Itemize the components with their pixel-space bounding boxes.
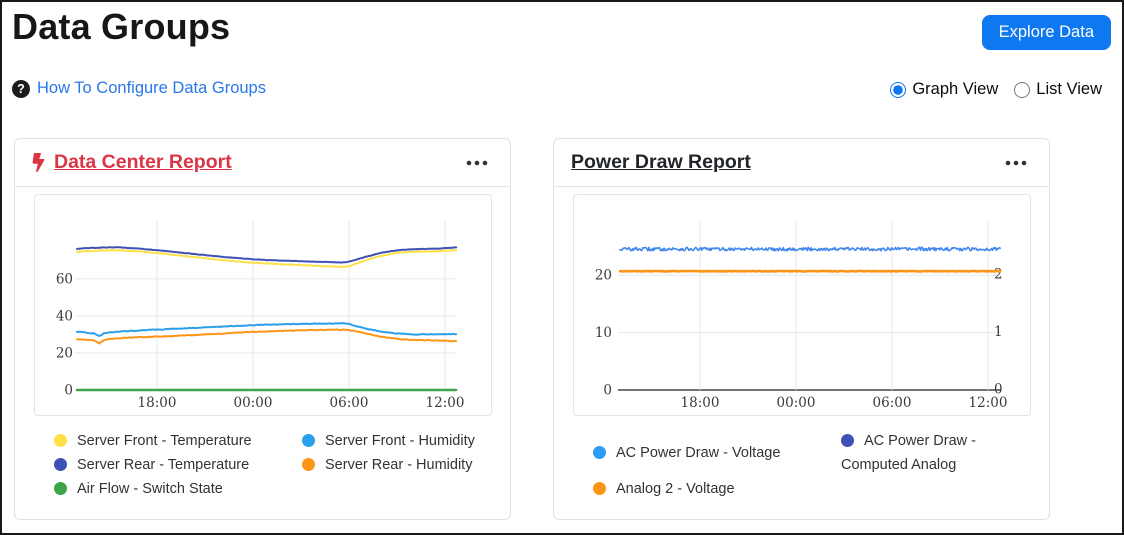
card-header: Power Draw Report [554,139,1049,187]
chart-legend: Server Front - Temperature Server Front -… [54,429,492,501]
graph-view-label: Graph View [912,80,999,98]
view-toggle: Graph View List View [890,80,1102,99]
graph-view-option[interactable]: Graph View [890,80,998,99]
card-body: 0 20 40 60 18:00 00:00 06:00 12:00 Server Front… [15,187,510,501]
y-tick-label: 60 [56,271,73,287]
y-tick-label: 20 [56,345,73,361]
series-line [76,322,458,337]
how-to-configure-link[interactable]: How To Configure Data Groups [37,79,266,97]
series-line [76,249,458,268]
x-tick-label: 06:00 [330,395,369,411]
chart-canvas: 0 20 40 60 18:00 00:00 06:00 12:00 [56,221,465,411]
card-body: 0 10 20 0 1 2 18:00 00:00 06:00 12:00 AC Power Dr… [554,187,1049,501]
list-view-option[interactable]: List View [1014,80,1102,99]
y-tick-label: 0 [603,383,612,399]
series-line [76,246,458,264]
legend-item: AC Power Draw - Computed Analog [841,433,976,473]
card-title-text: Power Draw Report [571,151,751,173]
legend-item: Server Rear - Temperature [54,453,302,477]
series-color-dot [593,481,606,495]
series-color-dot [302,457,315,471]
list-view-label: List View [1036,80,1102,98]
series-line [619,246,1002,252]
data-center-report-title-link[interactable]: Data Center Report [32,151,232,174]
data-group-cards: Data Center Report 0 20 40 60 18:00 00:00 06:0… [14,138,1050,520]
y2-tick-label: 0 [994,382,1003,398]
chart-canvas: 0 10 20 0 1 2 18:00 00:00 06:00 12:00 [595,221,1008,411]
question-circle-icon: ? [12,79,30,98]
card-power-draw-report: Power Draw Report 0 10 20 0 1 2 18:00 00:00 06:0… [553,138,1050,520]
card-title-text: Data Center Report [54,151,232,173]
legend-item: Air Flow - Switch State [54,477,302,501]
graph-view-radio[interactable] [890,81,907,98]
x-tick-label: 12:00 [426,395,465,411]
page-title: Data Groups [12,6,231,47]
data-center-chart: 0 20 40 60 18:00 00:00 06:00 12:00 [34,194,492,416]
series-line [76,328,458,345]
y-tick-label: 0 [64,383,73,399]
y-tick-label: 40 [56,308,73,324]
series-color-dot [54,481,67,495]
series-color-dot [841,433,854,447]
card-menu-ellipsis-icon[interactable] [466,155,488,171]
legend-item: Analog 2 - Voltage [593,477,841,501]
legend-item: Server Rear - Humidity [302,453,492,477]
power-draw-chart: 0 10 20 0 1 2 18:00 00:00 06:00 12:00 [573,194,1031,416]
list-view-radio[interactable] [1014,81,1031,98]
series-color-dot [54,457,67,471]
y-tick-label: 10 [595,325,612,341]
y-tick-label: 20 [595,268,612,284]
x-tick-label: 00:00 [234,395,273,411]
x-tick-label: 00:00 [777,395,816,411]
chart-legend: AC Power Draw - Voltage AC Power Draw - C… [593,429,1031,501]
y2-tick-label: 2 [994,267,1003,283]
legend-item: Server Front - Temperature [54,429,302,453]
series-color-dot [302,433,315,447]
series-color-dot [593,445,606,459]
series-color-dot [54,433,67,447]
y2-tick-label: 1 [994,324,1003,340]
explore-data-button[interactable]: Explore Data [981,15,1111,50]
legend-item: AC Power Draw - Voltage [593,441,841,465]
series-line [618,269,1002,273]
bolt-icon [32,153,45,172]
x-tick-label: 12:00 [969,395,1008,411]
x-tick-label: 18:00 [681,395,720,411]
help-row: ? How To Configure Data Groups [12,79,266,98]
x-tick-label: 06:00 [873,395,912,411]
x-tick-label: 18:00 [138,395,177,411]
card-header: Data Center Report [15,139,510,187]
card-data-center-report: Data Center Report 0 20 40 60 18:00 00:00 06:0… [14,138,511,520]
power-draw-report-title-link[interactable]: Power Draw Report [571,151,751,174]
card-menu-ellipsis-icon[interactable] [1005,155,1027,171]
legend-item: Server Front - Humidity [302,429,492,453]
